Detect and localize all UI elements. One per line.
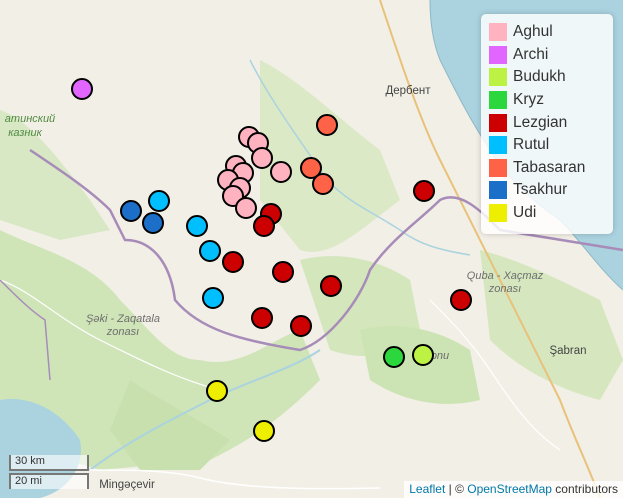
region-label-quba-line1: Quba - Xaçmaz [466,270,544,282]
legend-swatch [489,68,507,87]
region-label-zaqatala-reserve-1: атинский [4,113,56,125]
attribution-separator: | © [445,482,468,496]
marker-budukh[interactable] [412,344,434,366]
legend-swatch [489,113,507,132]
region-label-quba-line2: zonası [488,283,522,295]
legend-item-archi: Archi [489,44,613,67]
legend-label: Tsakhur [513,181,568,199]
osm-link[interactable]: OpenStreetMap [467,482,552,496]
marker-udi[interactable] [206,380,228,402]
legend-swatch [489,45,507,64]
marker-lezgian[interactable] [450,289,472,311]
marker-aghul[interactable] [251,147,273,169]
marker-tabasaran[interactable] [316,114,338,136]
legend-label: Archi [513,45,549,63]
marker-kryz[interactable] [383,346,405,368]
marker-rutul[interactable] [148,190,170,212]
marker-aghul[interactable] [235,197,257,219]
marker-lezgian[interactable] [272,261,294,283]
legend-swatch [489,91,507,110]
marker-aghul[interactable] [270,161,292,183]
marker-udi[interactable] [253,420,275,442]
city-label-mingacevir: Mingəçevir [99,479,155,491]
marker-rutul[interactable] [199,240,221,262]
legend-label: Kryz [513,91,544,109]
legend-item-lezgian: Lezgian [489,111,613,134]
marker-rutul[interactable] [186,215,208,237]
legend-swatch [489,181,507,200]
scale-bar-mi: 20 mi [9,473,89,489]
marker-lezgian[interactable] [222,251,244,273]
legend-swatch [489,204,507,223]
region-label-saki-line2: zonası [106,326,140,338]
legend-swatch [489,23,507,42]
legend-item-udi: Udi [489,202,613,225]
region-label-onu: onu [430,350,450,362]
legend: Aghul Archi Budukh Kryz Lezgian Rutul Ta… [481,14,613,234]
legend-label: Lezgian [513,113,568,131]
map-attribution: Leaflet | © OpenStreetMap contributors [404,481,623,498]
region-label-quba: Quba - Xaçmaz zonası [440,270,570,296]
region-label-zaqatala-reserve-2: казник [8,127,42,139]
region-label-saki-line1: Şəki - Zaqatala [86,313,160,325]
legend-item-aghul: Aghul [489,21,613,44]
marker-tabasaran[interactable] [312,173,334,195]
legend-item-tabasaran: Tabasaran [489,157,613,180]
marker-archi[interactable] [71,78,93,100]
region-label-saki: Şəki - Zaqatala zonası [68,313,178,339]
attribution-contributors: contributors [551,482,618,496]
city-label-derbent: Дербент [385,85,431,97]
legend-label: Tabasaran [513,158,586,176]
legend-swatch [489,158,507,177]
marker-lezgian[interactable] [253,215,275,237]
marker-lezgian[interactable] [251,307,273,329]
legend-label: Udi [513,204,537,222]
scale-bar-km: 30 km [9,455,89,471]
marker-lezgian[interactable] [320,275,342,297]
city-label-sabran: Şabran [549,345,587,357]
legend-item-budukh: Budukh [489,66,613,89]
marker-lezgian[interactable] [413,180,435,202]
legend-item-rutul: Rutul [489,134,613,157]
marker-tsakhur[interactable] [142,212,164,234]
marker-tsakhur[interactable] [120,200,142,222]
marker-lezgian[interactable] [290,315,312,337]
legend-label: Aghul [513,23,553,41]
legend-label: Rutul [513,136,550,154]
legend-item-tsakhur: Tsakhur [489,179,613,202]
legend-label: Budukh [513,68,566,86]
leaflet-link[interactable]: Leaflet [409,482,446,496]
legend-item-kryz: Kryz [489,89,613,112]
marker-rutul[interactable] [202,287,224,309]
legend-swatch [489,136,507,155]
